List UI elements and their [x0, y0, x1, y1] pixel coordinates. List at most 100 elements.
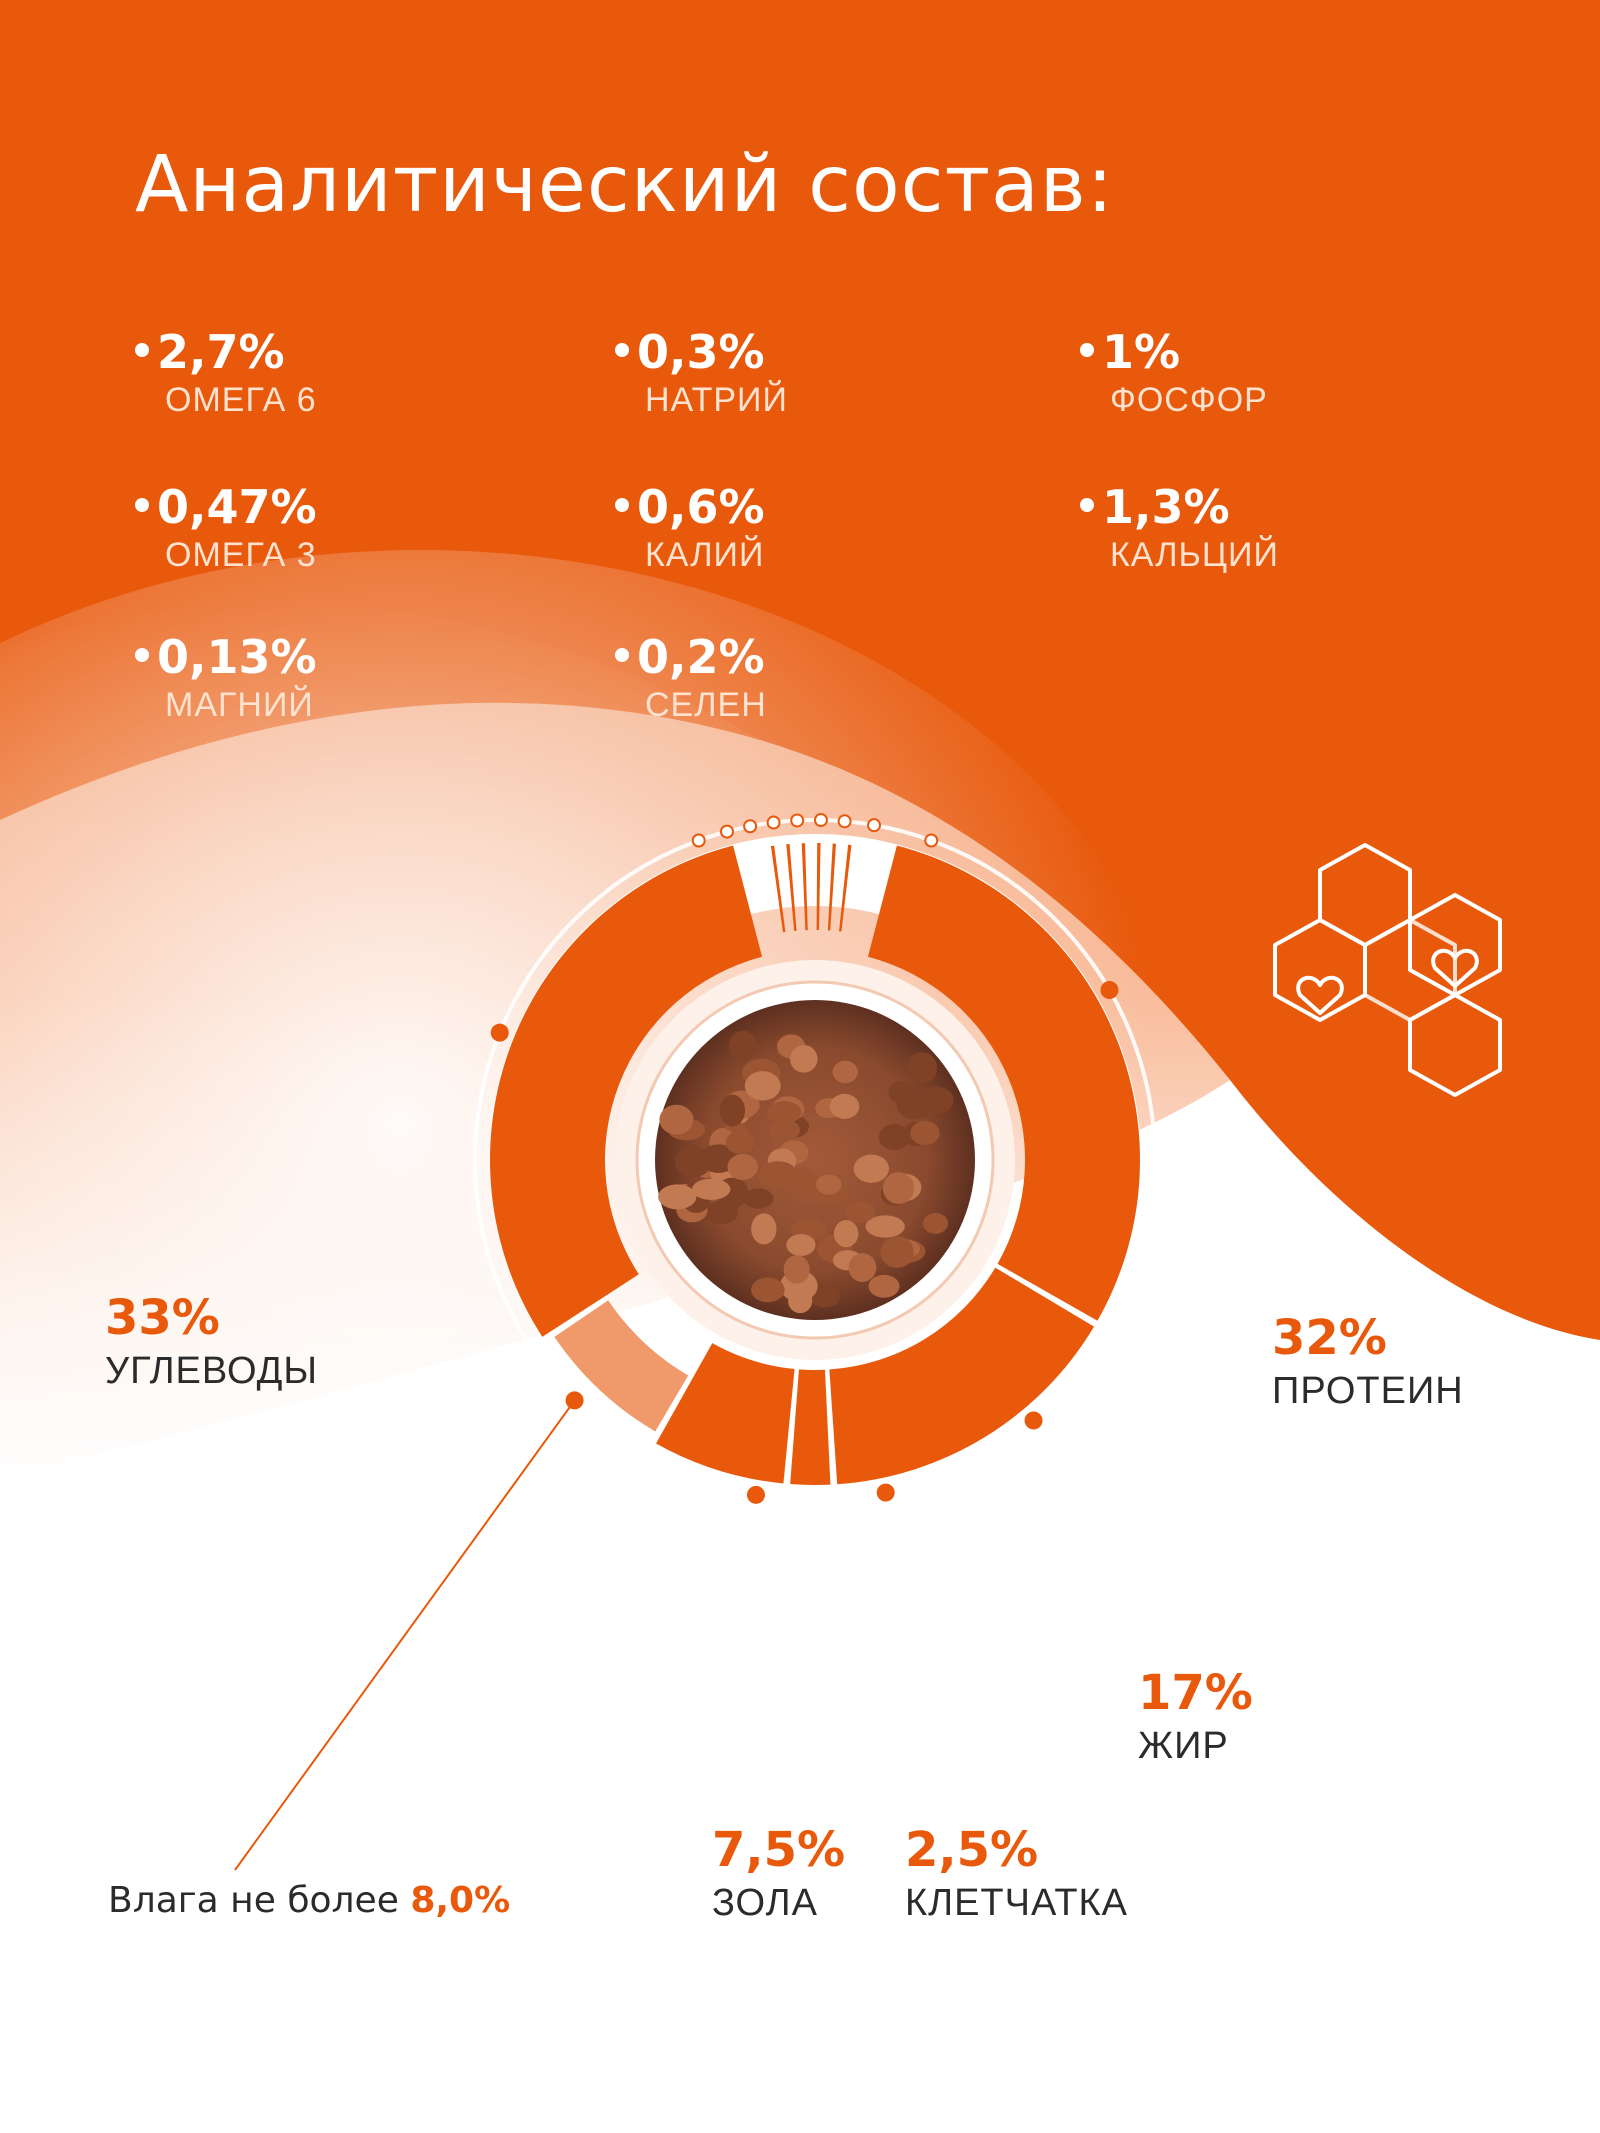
nutrient-value: 2,7% — [157, 325, 285, 379]
mineral-slice-2 — [801, 843, 808, 931]
honeycomb-heart-icon — [1273, 843, 1502, 1097]
ring-dot-7 — [867, 818, 882, 833]
nutrient-value: 1% — [1102, 325, 1181, 379]
fiber-percent: 2,5% — [905, 1822, 1039, 1878]
kibble-piece — [896, 1090, 934, 1120]
segment-3 — [656, 1343, 795, 1484]
label-ash: 7,5% ЗОЛА — [712, 1822, 845, 1925]
kibble-piece — [727, 1153, 758, 1180]
nutrient-name: ОМЕГА 6 — [165, 381, 317, 419]
label-fiber: 2,5% КЛЕТЧАТКА — [905, 1822, 1128, 1925]
fat-name: ЖИР — [1138, 1725, 1229, 1767]
ash-percent: 7,5% — [712, 1822, 846, 1878]
kibble-piece — [868, 1274, 900, 1298]
segment-1 — [829, 1267, 1095, 1485]
kibble-piece — [659, 1104, 694, 1135]
kibble-piece — [853, 1154, 889, 1183]
mineral-slice-5 — [839, 844, 852, 932]
nutrient-name: НАТРИЙ — [645, 381, 788, 419]
kibble-piece — [832, 1060, 858, 1084]
mineral-slice-1 — [786, 844, 797, 931]
moisture-text: Влага не более — [108, 1880, 399, 1921]
nutrient-magnesium: 0,13% МАГНИЙ — [135, 630, 575, 725]
ring-dot-6 — [837, 814, 852, 829]
kibble-piece — [743, 1188, 774, 1209]
nutrient-potassium: 0,6% КАЛИЙ — [615, 480, 1055, 575]
bullet-icon — [135, 497, 149, 512]
ring-dot-0 — [691, 833, 706, 848]
moisture-note: Влага не более 8,0% — [108, 1880, 510, 1921]
nutrient-value: 0,47% — [157, 480, 317, 534]
kibble-piece — [719, 1094, 746, 1127]
nutrient-name: СЕЛЕН — [645, 686, 767, 724]
nutrient-name: МАГНИЙ — [165, 686, 314, 724]
kibble-piece — [766, 1101, 802, 1124]
segment-4 — [554, 1300, 689, 1432]
label-marker-0 — [1100, 981, 1119, 999]
moisture-leader-line — [234, 1399, 576, 1871]
moisture-value: 8,0% — [410, 1880, 511, 1921]
ash-name: ЗОЛА — [712, 1882, 818, 1924]
kibble-piece — [910, 1120, 940, 1146]
nutrient-value: 0,13% — [157, 630, 317, 684]
ring-dot-8 — [924, 833, 939, 848]
nutrient-calcium: 1,3% КАЛЬЦИЙ — [1080, 480, 1520, 575]
bullet-icon — [135, 647, 149, 662]
kibble-piece — [816, 1174, 842, 1195]
kibble-piece — [758, 1161, 798, 1188]
nutrient-value: 0,6% — [637, 480, 765, 534]
label-marker-3 — [746, 1485, 765, 1504]
mineral-slice-0 — [770, 845, 786, 933]
ring-dot-3 — [766, 815, 781, 830]
nutrient-name: КАЛИЙ — [645, 536, 765, 574]
mineral-slice-3 — [816, 843, 821, 931]
nutrient-name: ФОСФОР — [1110, 381, 1268, 419]
kibble-piece — [751, 1277, 785, 1303]
kibble-piece — [844, 1201, 876, 1223]
ring-dot-5 — [813, 813, 828, 828]
protein-percent: 32% — [1272, 1310, 1387, 1366]
donut-segments — [490, 843, 1141, 1485]
kibble-piece — [922, 1213, 949, 1234]
kibble-piece — [691, 1178, 731, 1200]
outer-ring-dots — [234, 813, 1119, 1871]
kibble-piece — [833, 1220, 859, 1248]
nutrient-phosphorus: 1% ФОСФОР — [1080, 325, 1520, 420]
kibble-piece — [728, 1030, 757, 1061]
kibble-piece — [882, 1172, 915, 1205]
nutrient-value: 0,3% — [637, 325, 765, 379]
segment-0 — [867, 845, 1141, 1321]
kibble-piece — [744, 1071, 781, 1101]
mineral-slice-4 — [827, 843, 837, 931]
nutrient-omega6: 2,7% ОМЕГА 6 — [135, 325, 575, 420]
kibble-piece — [769, 1119, 800, 1141]
bullet-icon — [1080, 342, 1094, 357]
kibble-piece — [658, 1184, 697, 1210]
carbs-percent: 33% — [105, 1290, 220, 1346]
kibble-piece — [725, 1131, 756, 1154]
kibble-piece — [786, 1233, 816, 1256]
kibble-piece — [789, 1045, 818, 1073]
segment-5 — [490, 845, 763, 1337]
kibble-pieces — [658, 1030, 954, 1314]
kibble-piece — [783, 1255, 810, 1284]
fat-percent: 17% — [1138, 1665, 1253, 1721]
kibble-piece — [906, 1052, 938, 1084]
label-marker-1 — [1024, 1411, 1043, 1430]
label-fat: 17% ЖИР — [1138, 1665, 1253, 1768]
kibble-piece — [751, 1213, 777, 1245]
carbs-name: УГЛЕВОДЫ — [105, 1350, 319, 1392]
kibble-piece — [829, 1093, 860, 1119]
label-marker-5 — [490, 1023, 509, 1042]
ring-dot-4 — [790, 813, 805, 828]
label-carbs: 33% УГЛЕВОДЫ — [105, 1290, 318, 1393]
page-title: Аналитический состав: — [135, 140, 1115, 230]
kibble-piece — [848, 1253, 877, 1283]
bullet-icon — [1080, 497, 1094, 512]
bullet-icon — [615, 497, 629, 512]
label-protein: 32% ПРОТЕИН — [1272, 1310, 1464, 1413]
nutrient-omega3: 0,47% ОМЕГА 3 — [135, 480, 575, 575]
nutrient-sodium: 0,3% НАТРИЙ — [615, 325, 1055, 420]
protein-name: ПРОТЕИН — [1272, 1370, 1464, 1412]
